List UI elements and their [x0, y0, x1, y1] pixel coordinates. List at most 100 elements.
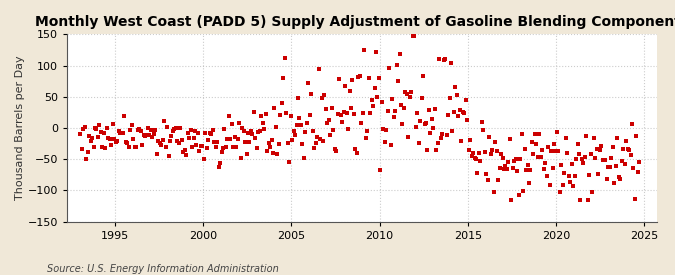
Point — [348, 112, 359, 116]
Point — [491, 148, 502, 153]
Point — [234, 120, 244, 125]
Point — [206, 131, 217, 136]
Point — [247, 132, 258, 136]
Point — [107, 122, 118, 126]
Point — [524, 180, 535, 185]
Point — [631, 134, 642, 138]
Point — [266, 138, 277, 142]
Point — [538, 167, 549, 172]
Point — [160, 145, 171, 149]
Point — [425, 131, 436, 135]
Point — [128, 136, 138, 141]
Point — [493, 178, 504, 182]
Point — [297, 142, 308, 147]
Point — [126, 122, 137, 127]
Point — [213, 165, 224, 169]
Point — [159, 119, 169, 123]
Text: Source: U.S. Energy Information Administration: Source: U.S. Energy Information Administ… — [47, 264, 279, 274]
Point — [151, 152, 162, 156]
Point — [472, 170, 483, 175]
Point — [630, 197, 641, 202]
Point — [172, 139, 183, 144]
Point — [625, 152, 636, 157]
Point — [510, 157, 521, 161]
Point — [409, 33, 420, 38]
Point — [470, 157, 481, 161]
Point — [570, 156, 581, 161]
Point — [544, 183, 555, 187]
Point — [591, 147, 602, 152]
Point — [462, 118, 472, 122]
Point — [205, 131, 215, 135]
Point — [515, 156, 526, 161]
Point — [360, 136, 371, 140]
Point — [406, 90, 416, 94]
Point — [541, 174, 552, 179]
Point — [618, 147, 628, 152]
Y-axis label: Thousand Barrels per Day: Thousand Barrels per Day — [15, 56, 25, 200]
Point — [518, 189, 529, 193]
Point — [101, 125, 112, 130]
Point — [413, 141, 424, 145]
Point — [494, 166, 505, 170]
Point — [572, 142, 583, 146]
Point — [156, 142, 167, 147]
Point — [503, 160, 514, 164]
Point — [379, 140, 390, 144]
Point — [315, 137, 325, 141]
Point — [398, 105, 409, 110]
Point — [519, 147, 530, 151]
Point — [560, 136, 571, 140]
Point — [495, 152, 506, 156]
Point — [587, 190, 597, 194]
Point — [187, 145, 198, 149]
Point — [453, 113, 464, 118]
Point — [475, 159, 486, 163]
Point — [434, 57, 445, 62]
Point — [522, 163, 533, 167]
Point — [612, 136, 622, 141]
Point — [321, 107, 331, 111]
Point — [132, 128, 143, 132]
Point — [171, 126, 182, 131]
Point — [458, 110, 468, 114]
Point — [286, 114, 296, 118]
Point — [468, 150, 479, 155]
Point — [545, 148, 556, 153]
Point — [99, 131, 109, 136]
Point — [403, 135, 414, 139]
Point — [433, 141, 443, 145]
Point — [504, 136, 515, 141]
Point — [328, 128, 339, 132]
Point — [550, 149, 561, 153]
Point — [543, 145, 554, 149]
Point — [232, 137, 243, 141]
Point — [384, 66, 395, 71]
Point — [566, 161, 577, 166]
Point — [354, 73, 365, 78]
Point — [483, 178, 493, 182]
Point — [626, 121, 637, 126]
Point — [248, 110, 259, 114]
Point — [292, 96, 303, 101]
Point — [254, 129, 265, 133]
Point — [593, 172, 603, 177]
Point — [303, 81, 314, 85]
Point — [196, 144, 207, 148]
Point — [616, 158, 627, 163]
Point — [335, 112, 346, 117]
Point — [272, 152, 283, 156]
Point — [477, 120, 487, 124]
Point — [294, 116, 305, 120]
Point — [147, 134, 158, 139]
Point — [469, 156, 480, 161]
Point — [105, 137, 115, 142]
Point — [396, 103, 406, 108]
Point — [251, 146, 262, 150]
Point — [452, 93, 462, 98]
Point — [238, 129, 249, 133]
Point — [531, 141, 542, 146]
Point — [203, 138, 214, 142]
Point — [225, 137, 236, 141]
Point — [327, 105, 338, 110]
